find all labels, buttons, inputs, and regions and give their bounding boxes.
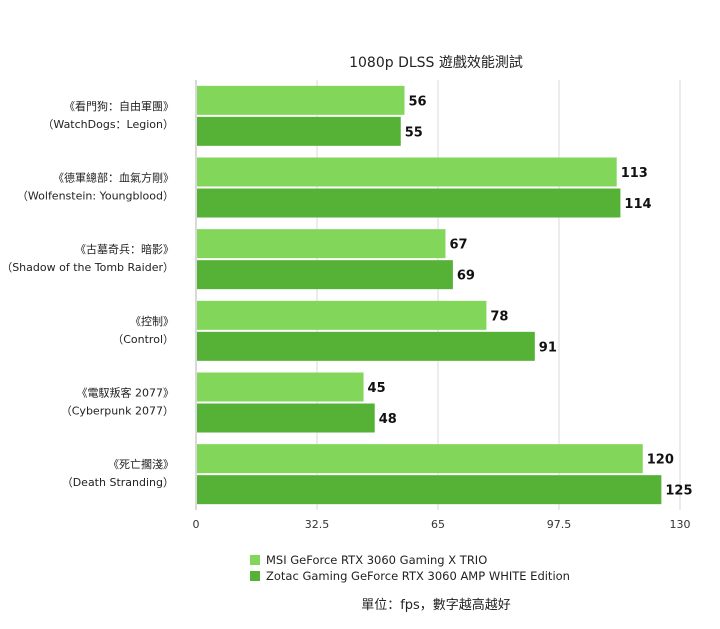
data-label-series-2: 91 bbox=[539, 340, 557, 355]
category-label-secondary: （Wolfenstein: Youngblood） bbox=[17, 190, 174, 203]
category-label-primary: 《古墓奇兵：暗影》 bbox=[75, 242, 174, 256]
bar-series-1 bbox=[197, 229, 446, 259]
x-tick-label: 130 bbox=[670, 518, 691, 531]
bar-series-1 bbox=[197, 444, 643, 474]
category-label-secondary: （WatchDogs：Legion） bbox=[42, 118, 174, 131]
legend: MSI GeForce RTX 3060 Gaming X TRIO Zotac… bbox=[250, 552, 570, 584]
x-tick-label: 97.5 bbox=[547, 518, 572, 531]
category-label-primary: 《看門狗：自由軍團》 bbox=[64, 99, 174, 113]
bar-series-2 bbox=[197, 403, 375, 433]
category-label-secondary: （Shadow of the Tomb Raider） bbox=[1, 261, 174, 274]
legend-label-series-2: Zotac Gaming GeForce RTX 3060 AMP WHITE … bbox=[266, 569, 570, 583]
legend-swatch-series-1 bbox=[250, 555, 260, 565]
legend-item-series-1: MSI GeForce RTX 3060 Gaming X TRIO bbox=[250, 552, 570, 568]
legend-swatch-series-2 bbox=[250, 571, 260, 581]
data-label-series-1: 120 bbox=[647, 453, 674, 468]
data-label-series-2: 114 bbox=[624, 197, 651, 212]
x-tick-label: 65 bbox=[431, 518, 445, 531]
bar-series-1 bbox=[197, 157, 617, 187]
data-label-series-2: 125 bbox=[665, 484, 692, 499]
bar-series-1 bbox=[197, 85, 405, 115]
category-label-secondary: （Cyberpunk 2077） bbox=[61, 405, 174, 418]
bar-series-2 bbox=[197, 260, 453, 290]
category-label-primary: 《德軍總部：血氣方剛》 bbox=[53, 171, 174, 185]
category-label-primary: 《電馭叛客 2077》 bbox=[77, 386, 175, 400]
bar-series-2 bbox=[197, 188, 621, 218]
chart-title: 1080p DLSS 遊戲效能測試 bbox=[349, 55, 523, 71]
data-label-series-1: 56 bbox=[408, 94, 426, 109]
data-label-series-2: 55 bbox=[405, 125, 423, 140]
data-label-series-1: 67 bbox=[449, 238, 467, 253]
bar-series-2 bbox=[197, 116, 401, 146]
unit-footnote: 單位：fps，數字越高越好 bbox=[361, 598, 511, 613]
data-label-series-2: 48 bbox=[379, 412, 397, 427]
bar-series-1 bbox=[197, 372, 364, 402]
x-tick-label: 0 bbox=[193, 518, 200, 531]
category-label-secondary: （Control） bbox=[112, 333, 174, 346]
data-label-series-1: 45 bbox=[368, 381, 386, 396]
data-label-series-1: 78 bbox=[490, 309, 508, 324]
bar-series-2 bbox=[197, 331, 535, 361]
data-label-series-2: 69 bbox=[457, 269, 475, 284]
legend-item-series-2: Zotac Gaming GeForce RTX 3060 AMP WHITE … bbox=[250, 568, 570, 584]
category-label-secondary: （Death Stranding） bbox=[62, 476, 174, 489]
data-label-series-1: 113 bbox=[621, 166, 648, 181]
category-label-primary: 《死亡擱淺》 bbox=[108, 457, 174, 471]
x-tick-label: 32.5 bbox=[305, 518, 330, 531]
bar-series-2 bbox=[197, 475, 662, 505]
legend-label-series-1: MSI GeForce RTX 3060 Gaming X TRIO bbox=[266, 553, 488, 567]
category-label-primary: 《控制》 bbox=[130, 314, 174, 328]
bar-series-1 bbox=[197, 300, 487, 330]
